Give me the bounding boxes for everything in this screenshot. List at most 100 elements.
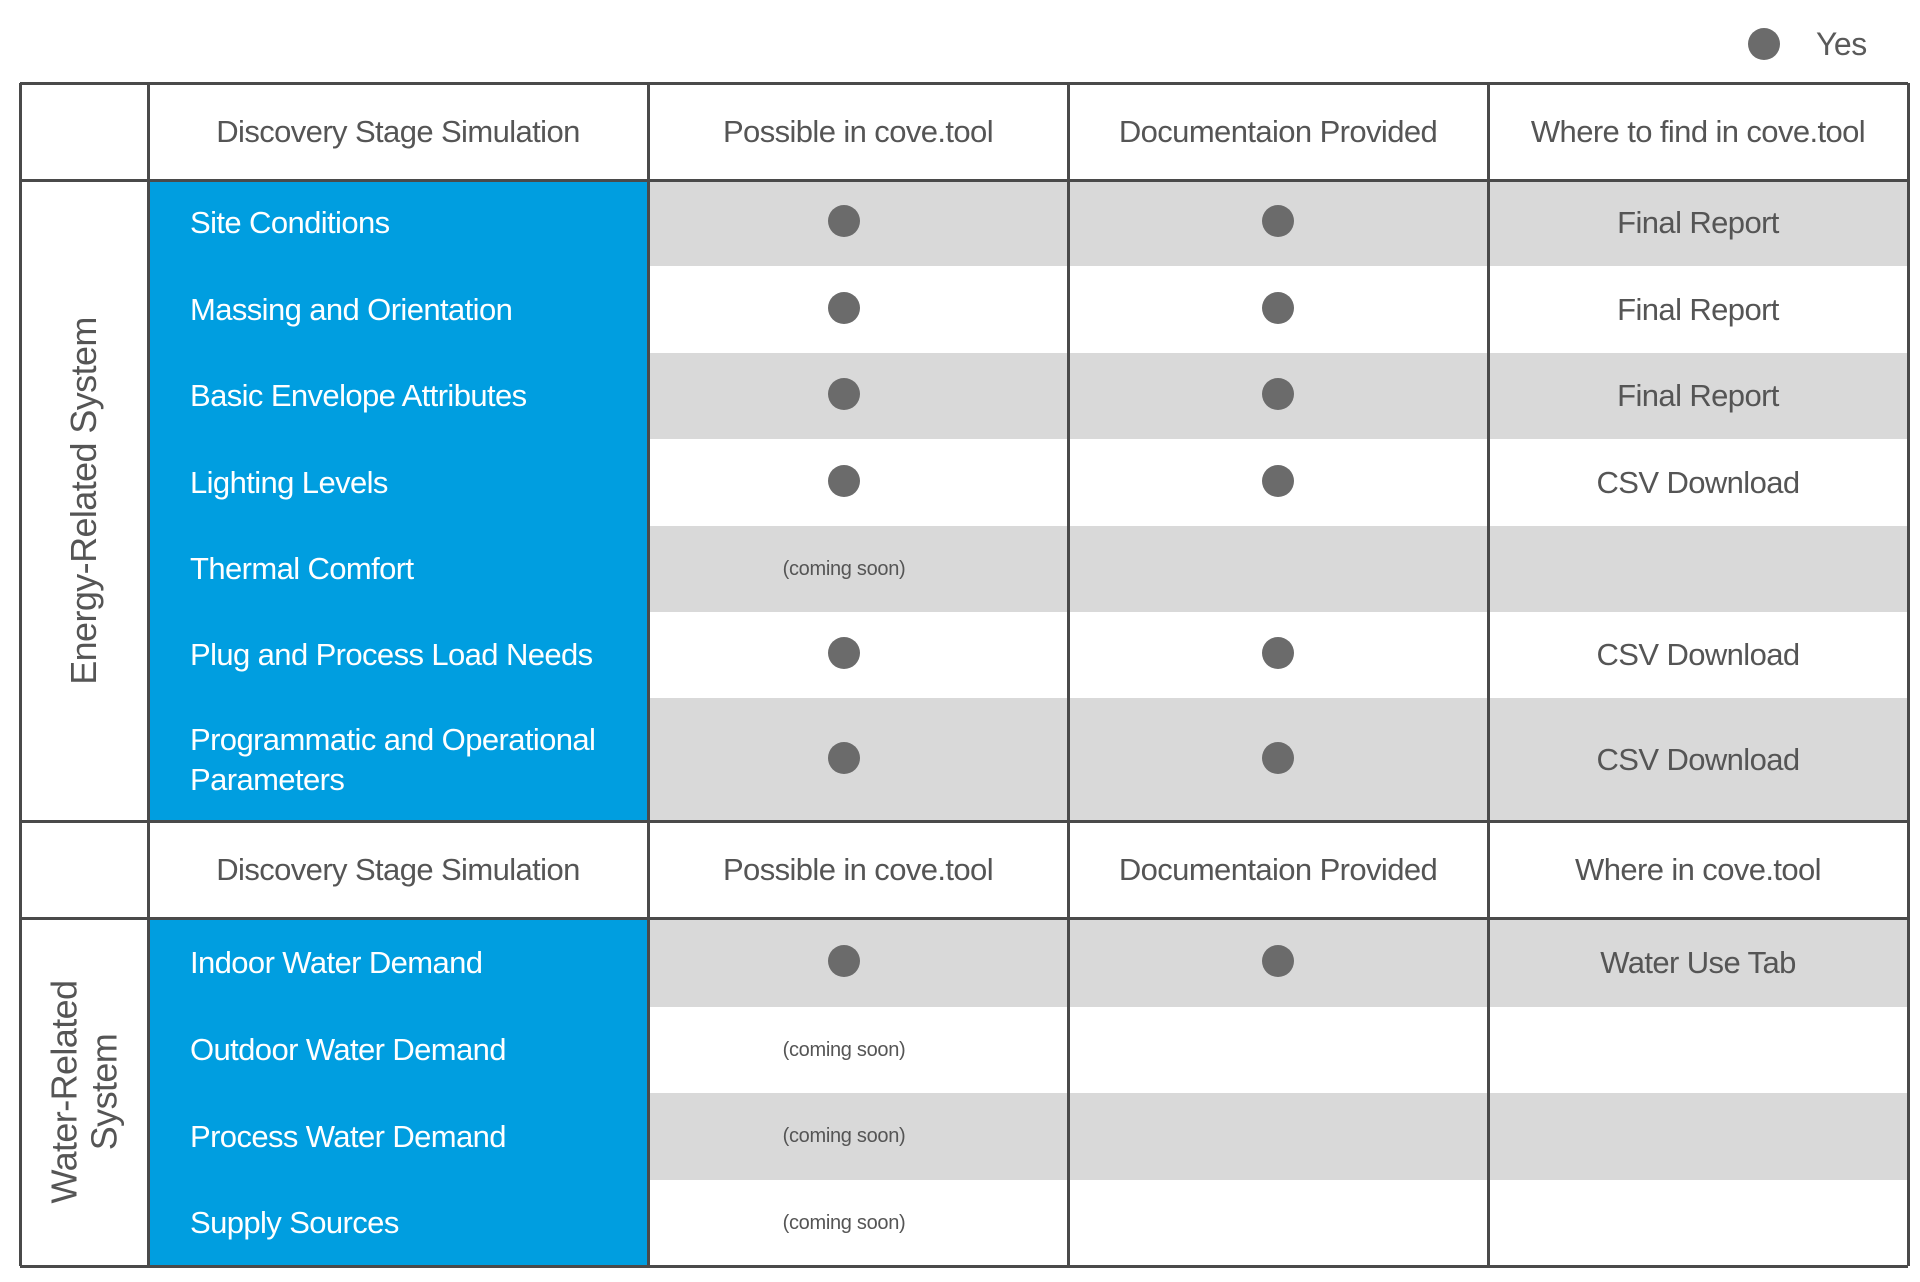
row-label: Plug and Process Load Needs — [148, 612, 648, 698]
row-name: Massing and Orientation — [190, 291, 513, 327]
grid-line — [20, 1264, 1908, 1268]
yes-dot-icon — [828, 378, 860, 410]
documentation-cell — [1068, 1180, 1488, 1266]
header-label: Possible in cove.tool — [722, 851, 994, 887]
yes-dot-icon — [828, 944, 860, 977]
grid-line — [20, 178, 1908, 182]
header-energy-1: Possible in cove.tool — [648, 83, 1068, 180]
yes-dot-icon — [1748, 28, 1780, 60]
grid-line — [20, 916, 1908, 920]
row-name: Supply Sources — [190, 1205, 399, 1240]
where-cell — [1488, 526, 1908, 612]
row-label: Basic Envelope Attributes — [148, 353, 648, 439]
where-cell — [1488, 1093, 1908, 1180]
yes-dot-icon — [1262, 637, 1294, 669]
yes-dot-icon — [1262, 205, 1294, 237]
yes-dot-icon — [1262, 464, 1294, 497]
where-cell: Final Report — [1488, 180, 1908, 266]
possible-cell — [648, 353, 1068, 439]
where-cell: CSV Download — [1488, 439, 1908, 526]
comparison-table: Discovery Stage Simulation Possible in co… — [18, 81, 1910, 1268]
where-cell — [1488, 1007, 1908, 1093]
header-label: Discovery Stage Simulation — [216, 851, 580, 887]
grid-line — [1066, 83, 1070, 1266]
row-name: Lighting Levels — [190, 464, 388, 500]
row-name: Thermal Comfort — [190, 551, 414, 586]
row-label: Site Conditions — [148, 180, 648, 266]
energy-group-label: Energy-Related System — [20, 180, 148, 821]
grid-line — [1906, 83, 1910, 1266]
header-label: Discovery Stage Simulation — [216, 113, 580, 149]
legend: Yes — [1748, 24, 1867, 64]
header-water-1: Possible in cove.tool — [648, 821, 1068, 918]
header-label: Possible in cove.tool — [722, 113, 994, 149]
where-text: Final Report — [1617, 205, 1779, 240]
where-cell — [1488, 1180, 1908, 1266]
yes-dot-icon — [1262, 944, 1294, 977]
row-name: Plug and Process Load Needs — [190, 637, 593, 672]
documentation-cell — [1068, 612, 1488, 698]
row-label: Thermal Comfort — [148, 526, 648, 612]
header-water-3: Where in cove.tool — [1488, 821, 1908, 918]
legend-yes-label: Yes — [1816, 25, 1867, 62]
yes-dot-icon — [828, 205, 860, 237]
header-water-0: Discovery Stage Simulation — [148, 821, 648, 918]
water-group-label: Water-Related System — [20, 918, 148, 1266]
where-cell: Final Report — [1488, 266, 1908, 353]
documentation-cell — [1068, 180, 1488, 266]
possible-cell: (coming soon) — [648, 1007, 1068, 1093]
row-label: Outdoor Water Demand — [148, 1007, 648, 1093]
yes-dot-icon — [1262, 291, 1294, 324]
yes-dot-icon — [828, 291, 860, 324]
row-name: Outdoor Water Demand — [190, 1032, 507, 1067]
coming-soon-note: (coming soon) — [782, 1211, 906, 1234]
grid-line — [20, 81, 1908, 85]
where-cell: Final Report — [1488, 353, 1908, 439]
documentation-cell — [1068, 918, 1488, 1007]
coming-soon-note: (coming soon) — [782, 557, 906, 580]
possible-cell: (coming soon) — [648, 1180, 1068, 1266]
where-text: Final Report — [1617, 291, 1779, 327]
row-label: Process Water Demand — [148, 1093, 648, 1180]
possible-cell — [648, 612, 1068, 698]
yes-dot-icon — [1262, 741, 1294, 774]
row-label: Programmatic and Operational Parameters — [148, 698, 648, 821]
where-text: Final Report — [1617, 378, 1779, 413]
where-text: Water Use Tab — [1600, 944, 1796, 980]
where-text: CSV Download — [1596, 464, 1800, 500]
header-label: Where in cove.tool — [1575, 851, 1822, 887]
where-cell: CSV Download — [1488, 698, 1908, 821]
documentation-cell — [1068, 1093, 1488, 1180]
possible-cell: (coming soon) — [648, 1093, 1068, 1180]
yes-dot-icon — [828, 637, 860, 669]
water-group-text-line1: Water-Related — [43, 980, 85, 1204]
where-text: CSV Download — [1596, 741, 1800, 777]
header-label: Documentaion Provided — [1118, 851, 1438, 887]
where-text: CSV Download — [1596, 637, 1800, 672]
where-cell: Water Use Tab — [1488, 918, 1908, 1007]
documentation-cell — [1068, 439, 1488, 526]
documentation-cell — [1068, 266, 1488, 353]
row-label: Supply Sources — [148, 1180, 648, 1266]
row-label: Massing and Orientation — [148, 266, 648, 353]
grid-line — [1486, 83, 1490, 1266]
documentation-cell — [1068, 1007, 1488, 1093]
documentation-cell — [1068, 526, 1488, 612]
possible-cell — [648, 180, 1068, 266]
header-energy-3: Where to find in cove.tool — [1488, 83, 1908, 180]
yes-dot-icon — [828, 741, 860, 774]
row-name: Process Water Demand — [190, 1118, 507, 1154]
possible-cell — [648, 698, 1068, 821]
possible-cell — [648, 266, 1068, 353]
yes-dot-icon — [1262, 378, 1294, 410]
header-water-2: Documentaion Provided — [1068, 821, 1488, 918]
grid-line — [20, 819, 1908, 823]
row-name: Site Conditions — [190, 205, 390, 240]
row-label: Lighting Levels — [148, 439, 648, 526]
yes-dot-icon — [828, 464, 860, 497]
possible-cell — [648, 439, 1068, 526]
header-label: Documentaion Provided — [1118, 113, 1438, 149]
coming-soon-note: (coming soon) — [782, 1038, 906, 1061]
energy-group-text: Energy-Related System — [63, 316, 104, 685]
grid-line — [18, 83, 22, 1266]
